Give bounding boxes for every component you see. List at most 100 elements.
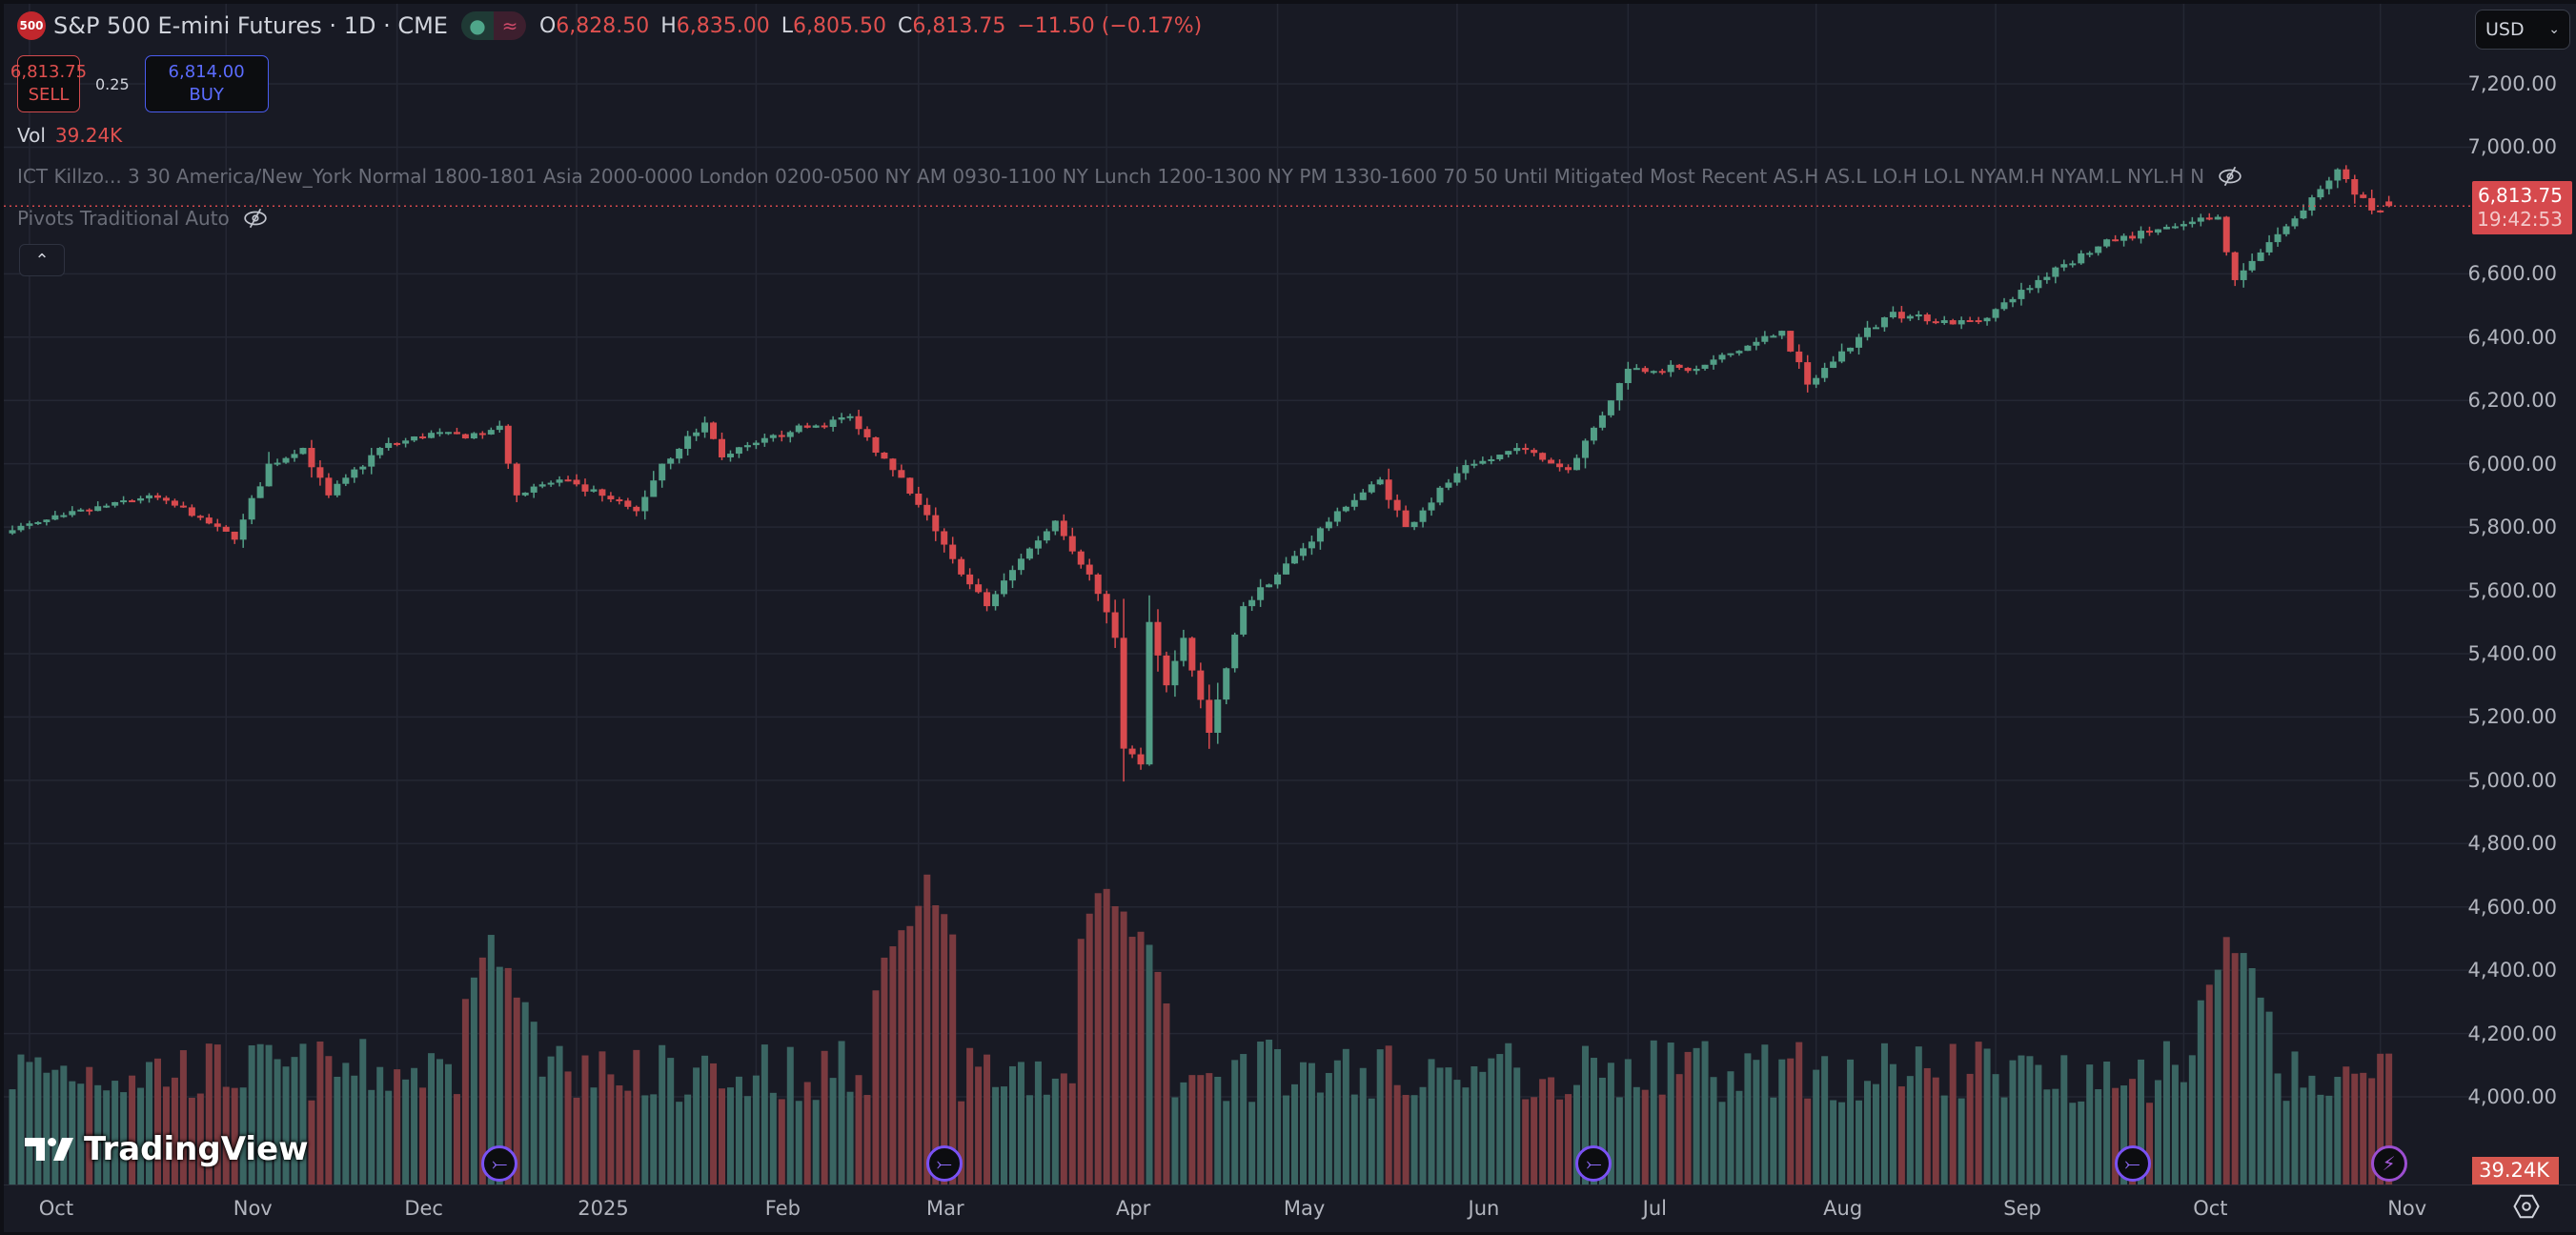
hidden-eye-icon[interactable] [243, 206, 268, 231]
settings-icon[interactable] [2512, 1192, 2541, 1221]
candle-body [2043, 276, 2051, 280]
candle-body [829, 419, 837, 427]
candle-body [120, 500, 128, 503]
candle-body [701, 422, 709, 433]
candle-body [1821, 368, 1829, 378]
volume-bar [1607, 1063, 1614, 1184]
candle-body [2240, 270, 2247, 280]
buy-button[interactable]: 6,814.00 BUY [144, 55, 269, 112]
volume-bar [906, 925, 914, 1184]
chevron-down-icon: ⌄ [2548, 22, 2560, 37]
candle-body [1206, 699, 1213, 733]
candle-body [17, 525, 25, 531]
ohlc-O: O6,828.50 [538, 13, 650, 38]
candle-body [1505, 451, 1512, 456]
candle-body [2360, 194, 2367, 198]
candle-body [274, 462, 281, 465]
volume-bar [69, 1081, 76, 1184]
candle-body [1684, 368, 1692, 372]
price-tick-label: 6,400.00 [2467, 325, 2557, 349]
sell-button[interactable]: 6,813.75 SELL [10, 55, 87, 112]
dividend-event-icon[interactable]: ⤚ [2114, 1145, 2151, 1182]
volume-bar [2368, 1078, 2376, 1184]
volume-label: Vol [17, 124, 46, 147]
candle-body [171, 500, 178, 506]
volume-bar [932, 905, 940, 1184]
candle-body [342, 477, 350, 484]
candle-body [932, 515, 940, 532]
candle-body [598, 489, 606, 496]
tradingview-logo-icon [25, 1138, 73, 1161]
candle-body [1496, 455, 1504, 459]
volume-bar [1197, 1075, 1205, 1184]
candle-body [2069, 263, 2077, 266]
volume-bar [1146, 944, 1153, 1184]
dividend-event-icon[interactable]: ⤚ [925, 1145, 963, 1182]
volume-bar [1137, 931, 1145, 1184]
candle-body [538, 484, 546, 487]
candle-body [256, 486, 264, 498]
volume-bar [86, 1066, 93, 1184]
symbol-title[interactable]: S&P 500 E-mini Futures · 1D · CME [53, 12, 448, 39]
candle-body [530, 486, 538, 493]
volume-bar [461, 999, 469, 1184]
volume-bar [368, 1089, 375, 1184]
time-tick-label: Jul [1642, 1197, 1667, 1220]
volume-bar [196, 1093, 204, 1184]
candle-body [34, 521, 42, 524]
candle-body [1316, 528, 1324, 542]
time-axis[interactable]: Oct Nov Dec 2025 Feb Mar Apr May Jun Jul Aug Sep Oct… [4, 1184, 2576, 1232]
candle-body [1008, 570, 1016, 581]
volume-bar [1940, 1095, 1948, 1184]
last-price-tag: 6,813.75 19:42:53 [2472, 181, 2572, 235]
candle-body [146, 495, 153, 498]
hidden-eye-icon[interactable] [2218, 164, 2242, 189]
volume-bar [590, 1087, 598, 1184]
candle-body [291, 454, 298, 458]
volume-bar [1727, 1071, 1734, 1184]
candle-body [1778, 331, 1786, 336]
candle-body [9, 530, 16, 534]
candle-body [231, 531, 238, 540]
candle-body [743, 445, 751, 448]
volume-bar [146, 1062, 153, 1184]
volume-bar [248, 1044, 255, 1184]
ohlc-value: −11.50 (−0.17%) [1017, 13, 1203, 38]
collapse-legend-button[interactable]: ⌃ [19, 244, 65, 276]
candle-body [1197, 670, 1205, 700]
candle-body [616, 499, 623, 502]
candle-body [1932, 321, 1939, 324]
volume-bar [1624, 1059, 1632, 1184]
volume-legend[interactable]: Vol 39.24K [17, 124, 122, 147]
candle-body [607, 496, 615, 500]
indicator-pivots[interactable]: Pivots Traditional Auto [17, 206, 268, 231]
candle-body [1718, 354, 1726, 360]
volume-bar [282, 1066, 290, 1184]
dividend-event-icon[interactable]: ⤚ [481, 1145, 518, 1182]
dividend-event-icon[interactable]: ⤚ [1575, 1145, 1613, 1182]
candle-body [385, 442, 393, 449]
candle-body [1650, 371, 1657, 374]
candle-body [153, 495, 161, 498]
status-pill[interactable]: ● ≈ [460, 11, 526, 40]
candle-body [2257, 252, 2264, 261]
indicator-ict-killzones[interactable]: ICT Killzo... 3 30 America/New_York Norm… [17, 164, 2242, 189]
candle-body [94, 506, 102, 512]
chart-pane[interactable] [4, 4, 2472, 1184]
time-tick-label: Oct [2193, 1197, 2228, 1220]
volume-bar [984, 1054, 991, 1184]
volume-bar [923, 874, 931, 1184]
price-tick-label: 6,000.00 [2467, 452, 2557, 476]
volume-bar [1966, 1073, 1974, 1184]
volume-bar [1710, 1077, 1717, 1184]
earnings-bolt-icon[interactable]: ⚡ [2370, 1145, 2407, 1182]
ohlc-value: 6,828.50 [556, 13, 650, 38]
candle-body [650, 480, 658, 497]
candle-body [795, 425, 802, 433]
currency-select[interactable]: USD ⌄ [2475, 10, 2570, 50]
price-chart[interactable] [4, 4, 2472, 1184]
tradingview-logo[interactable]: TradingView [25, 1130, 309, 1168]
candle-body [248, 497, 255, 520]
volume-bar [291, 1057, 298, 1184]
candle-body [2138, 231, 2145, 239]
